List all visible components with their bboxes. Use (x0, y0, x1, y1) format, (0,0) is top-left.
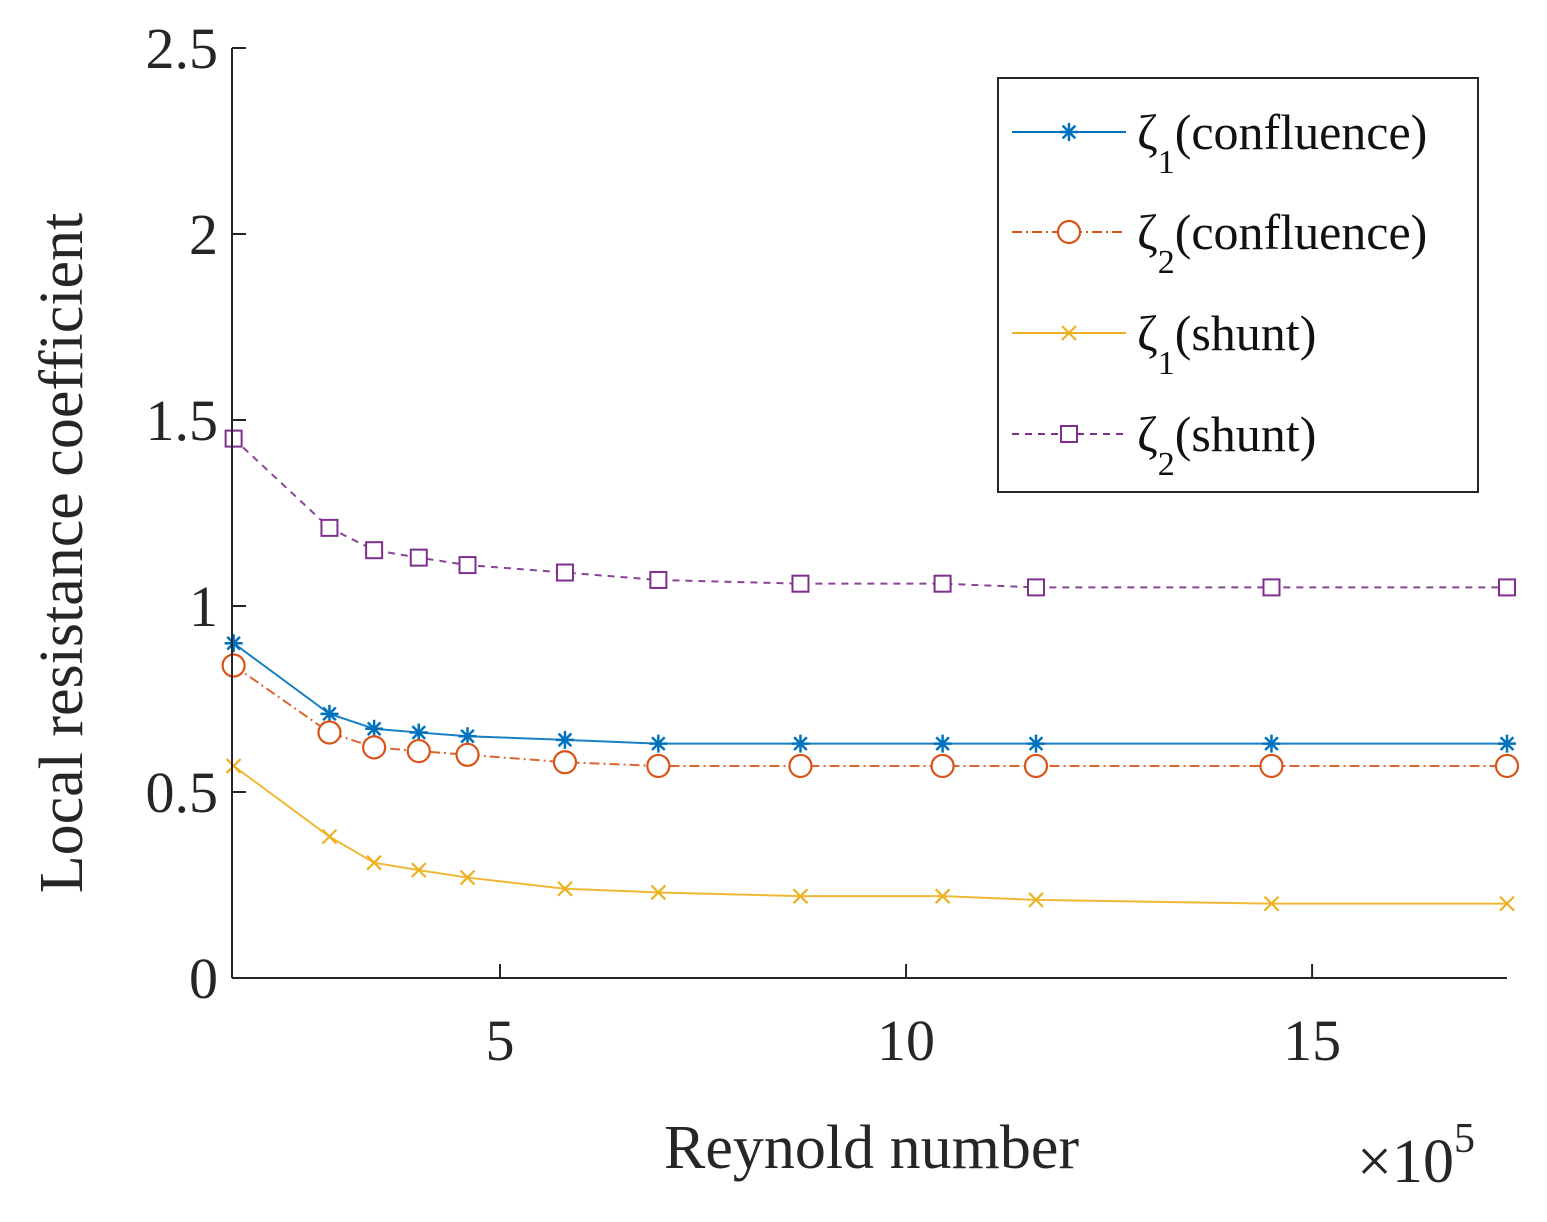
legend-symbol: ζ (1137, 204, 1158, 260)
legend-symbol: ζ (1137, 305, 1158, 361)
data-point-star (224, 634, 243, 653)
data-point-circle (646, 753, 671, 779)
data-point-star (409, 723, 428, 742)
legend-suffix: (shunt) (1175, 305, 1317, 361)
data-point-square (1498, 578, 1516, 597)
y-tick-label: 1.5 (146, 388, 219, 453)
data-point-square (1262, 578, 1281, 597)
y-tick-label: 2.5 (146, 16, 219, 81)
legend-subscript: 1 (1158, 345, 1175, 382)
x-tick-label: 15 (1283, 1008, 1341, 1073)
data-point-x (321, 828, 338, 845)
legend-label: ζ1(shunt) (1137, 305, 1316, 382)
data-point-star (933, 734, 952, 753)
legend-symbol: ζ (1137, 406, 1158, 462)
x-tick-label: 5 (485, 1008, 514, 1073)
legend-label: ζ2(shunt) (1137, 406, 1316, 483)
series-2 (225, 758, 1515, 912)
data-point-circle (362, 735, 387, 760)
x-axis-multiplier: ×105 (1357, 1116, 1475, 1196)
legend-label: ζ2(confluence) (1137, 204, 1427, 281)
data-point-square (555, 563, 574, 582)
data-point-circle (406, 738, 431, 764)
data-point-circle (1494, 753, 1520, 779)
data-point-x (792, 888, 809, 904)
legend: ζ1(confluence)ζ2(confluence)ζ1(shunt)ζ2(… (997, 77, 1479, 493)
series-layer (221, 429, 1520, 912)
data-point-square (933, 574, 952, 593)
data-point-circle (788, 753, 813, 779)
data-point-star (649, 734, 668, 753)
data-point-square (458, 556, 477, 575)
data-point-x (366, 854, 382, 871)
x-tick-label: 10 (877, 1008, 935, 1073)
legend-box (997, 77, 1479, 493)
data-point-square (1060, 425, 1078, 443)
y-tick-label: 2 (189, 202, 218, 267)
legend-suffix: (confluence) (1175, 104, 1428, 160)
data-point-circle (930, 753, 955, 779)
data-point-star (320, 704, 339, 723)
legend-subscript: 2 (1158, 244, 1175, 281)
data-point-circle (455, 742, 480, 767)
series-1 (221, 653, 1520, 779)
data-point-x (225, 758, 242, 774)
data-point-square (409, 548, 428, 567)
legend-symbol: ζ (1137, 104, 1158, 160)
y-tick-label: 0.5 (146, 760, 219, 825)
data-point-star (1262, 734, 1281, 753)
data-point-x (411, 862, 427, 878)
x-axis-title: Reynold number (664, 1114, 1079, 1182)
data-point-x (1061, 325, 1077, 341)
data-point-circle (552, 750, 578, 775)
data-point-x (650, 884, 667, 901)
y-tick-label: 0 (189, 946, 218, 1011)
data-point-x (1499, 895, 1515, 912)
series-line (233, 765, 1507, 905)
data-point-circle (1259, 753, 1284, 779)
data-point-square (1026, 578, 1045, 597)
data-point-x (459, 869, 476, 886)
data-point-circle (1056, 219, 1082, 245)
legend-subscript: 2 (1158, 446, 1175, 483)
x-axis-multiplier-base: ×10 (1357, 1128, 1454, 1196)
data-point-star (458, 727, 477, 746)
data-point-circle (221, 653, 246, 678)
data-point-x (1028, 892, 1044, 908)
legend-suffix: (confluence) (1175, 204, 1428, 260)
legend-suffix: (shunt) (1175, 406, 1317, 462)
data-point-star (1060, 123, 1078, 141)
legend-item: ζ2(confluence) (1012, 204, 1427, 281)
data-point-star (365, 719, 384, 738)
series-0 (224, 634, 1516, 753)
data-point-circle (317, 720, 342, 745)
legend-item: ζ1(confluence) (1012, 104, 1427, 181)
data-point-square (320, 518, 339, 537)
y-tick-label: 1 (189, 574, 218, 639)
data-point-star (791, 734, 810, 753)
data-point-square (365, 541, 384, 560)
data-point-star (1498, 734, 1516, 753)
y-axis-title: Local resistance coefficient (28, 213, 96, 894)
series-3 (224, 429, 1516, 597)
legend-item: ζ1(shunt) (1012, 305, 1316, 382)
data-point-x (557, 880, 573, 897)
data-point-square (649, 570, 668, 589)
data-point-square (224, 429, 243, 448)
data-point-star (1026, 734, 1045, 753)
x-axis-multiplier-exponent: 5 (1454, 1116, 1475, 1162)
data-point-x (934, 888, 951, 904)
legend-subscript: 1 (1158, 144, 1175, 181)
legend-label: ζ1(confluence) (1137, 104, 1427, 181)
data-point-x (1263, 895, 1280, 912)
data-point-star (555, 730, 574, 749)
series-line (233, 642, 1507, 745)
data-point-circle (1023, 753, 1049, 779)
data-point-square (791, 574, 810, 593)
series-line (233, 664, 1507, 767)
legend-item: ζ2(shunt) (1012, 406, 1316, 483)
